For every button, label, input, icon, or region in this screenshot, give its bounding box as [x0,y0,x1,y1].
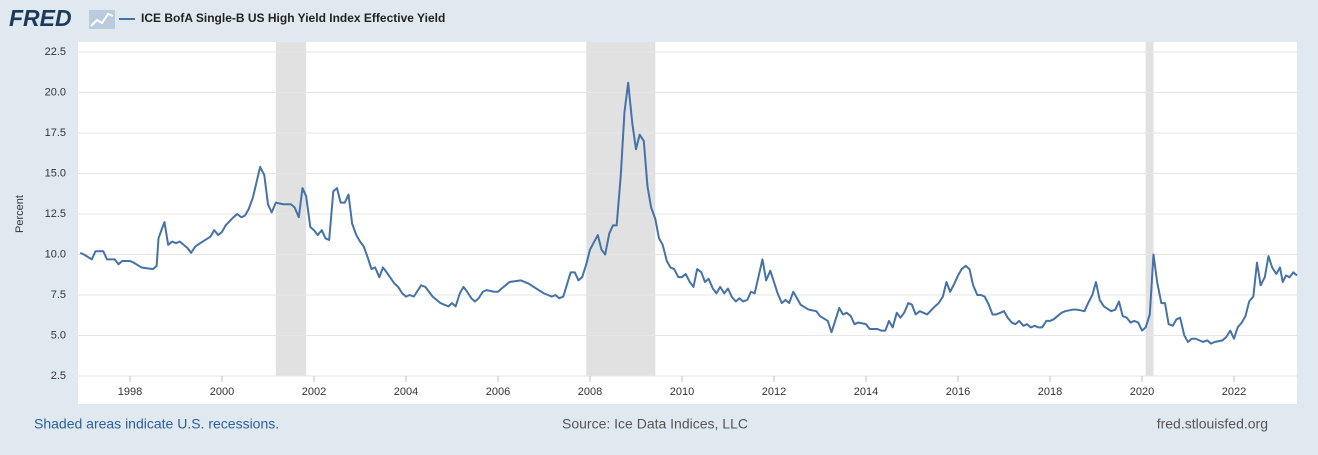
y-tick-label: 20.0 [45,86,66,98]
series [79,81,1298,345]
plot-panel [78,42,1297,404]
footer-source: Source: Ice Data Indices, LLC [562,416,748,432]
x-tick-label: 2000 [210,386,234,398]
recession-shade [1145,42,1154,376]
logo: FRED [9,5,115,31]
y-tick-label: 7.5 [51,289,66,301]
recession-shades [275,42,1154,376]
x-tick-label: 2016 [946,386,970,398]
legend-label: ICE BofA Single-B US High Yield Index Ef… [141,11,445,25]
x-tick-label: 2002 [302,386,326,398]
x-tick-label: 2022 [1222,386,1246,398]
y-axis-label: Percent [14,195,26,233]
grid [78,51,1297,382]
x-tick-label: 2014 [854,386,878,398]
logo-icon-line [90,12,114,27]
y-tick-label: 12.5 [45,208,66,220]
x-tick-label: 2020 [1130,386,1154,398]
footer-site: fred.stlouisfed.org [1157,416,1268,432]
recession-shade [586,42,656,376]
x-tick-label: 2004 [394,386,418,398]
y-tick-label: 17.5 [45,127,66,139]
y-tick-label: 22.5 [45,46,66,58]
series-line [79,81,1298,345]
x-tick-label: 2012 [762,386,786,398]
x-tick-label: 2018 [1038,386,1062,398]
y-tick-label: 5.0 [51,329,66,341]
y-tick-label: 10.0 [45,248,66,260]
footer-note: Shaded areas indicate U.S. recessions. [34,416,279,432]
x-tick-label: 2008 [578,386,602,398]
y-tick-label: 2.5 [51,370,66,382]
x-tick-label: 1998 [118,386,142,398]
x-tick-label: 2006 [486,386,510,398]
logo-icon [89,10,115,29]
brand: FRED [9,5,72,31]
recession-shade [275,42,307,376]
tick-labels: 2.5 5.0 7.5 10.0 12.5 15.0 17.5 20.0 22.5 1998 200… [45,46,1247,398]
x-tick-label: 2010 [670,386,694,398]
y-tick-label: 15.0 [45,167,66,179]
